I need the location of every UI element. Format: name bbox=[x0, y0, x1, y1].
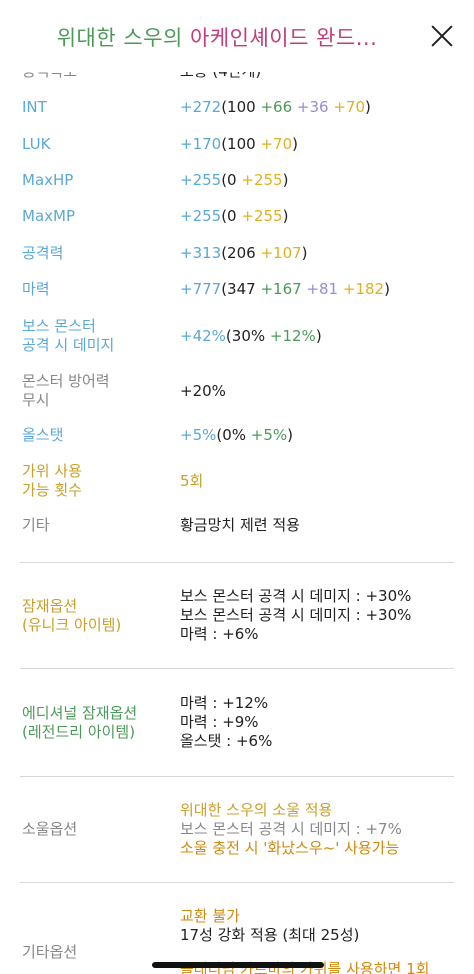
stat-starforce: +255 bbox=[241, 207, 283, 225]
stat-starforce: +70 bbox=[260, 135, 293, 153]
stat-total: +42% bbox=[180, 327, 226, 345]
stat-starforce: +182 bbox=[342, 280, 385, 298]
stat-close-paren: ) bbox=[315, 327, 322, 345]
stat-close-paren: ) bbox=[292, 135, 298, 153]
stat-value: +170(100 +70) bbox=[180, 135, 298, 153]
stat-close-paren: ) bbox=[365, 98, 371, 116]
stat-starforce: +107 bbox=[260, 244, 302, 262]
stat-value: +272(100 +66 +36 +70) bbox=[180, 98, 371, 116]
additional-line: 올스탯 : +6% bbox=[180, 732, 273, 750]
item-title-name: 아케인셰이드 완드... bbox=[190, 26, 378, 50]
soul-option: 보스 몬스터 공격 시 데미지 : +7% bbox=[180, 820, 402, 838]
stat-total: +777 bbox=[180, 280, 222, 298]
stat-flame: +12% bbox=[269, 327, 316, 345]
stat-value: +42%(30% +12%) bbox=[180, 327, 322, 345]
section-divider bbox=[20, 668, 454, 669]
item-title: 위대한 스우의 아케인셰이드 완드... bbox=[0, 22, 434, 52]
stat-starforce: +70 bbox=[333, 98, 365, 116]
etc-trade: 교환 불가 bbox=[180, 907, 240, 925]
section-divider bbox=[20, 562, 454, 563]
additional-label-line1: 에디셔널 잠재옵션 bbox=[22, 704, 138, 722]
stat-label: MaxMP bbox=[22, 207, 75, 225]
stat-close-paren: ) bbox=[384, 280, 390, 298]
stat-base: (0 bbox=[221, 171, 242, 189]
stat-value: +5%(0% +5%) bbox=[180, 426, 293, 444]
stat-total: +313 bbox=[180, 244, 222, 262]
stat-label-line2: 공격 시 데미지 bbox=[22, 336, 115, 354]
stat-total: +272 bbox=[180, 98, 222, 116]
potential-line: 보스 몬스터 공격 시 데미지 : +30% bbox=[180, 606, 412, 624]
stat-value: +20% bbox=[180, 382, 226, 400]
soul-skill: 소울 충전 시 '화났스우~' 사용가능 bbox=[180, 839, 400, 857]
item-title-prefix: 위대한 스우의 bbox=[56, 26, 190, 50]
potential-line: 보스 몬스터 공격 시 데미지 : +30% bbox=[180, 587, 412, 605]
stat-close-paren: ) bbox=[282, 207, 289, 225]
stat-total: +255 bbox=[180, 207, 222, 225]
stat-label-line2: 무시 bbox=[22, 391, 50, 409]
stat-base: (206 bbox=[221, 244, 261, 262]
soul-name: 위대한 스우의 소울 적용 bbox=[180, 801, 333, 819]
stat-close-paren: ) bbox=[287, 426, 294, 444]
etc-options-label: 기타옵션 bbox=[22, 943, 78, 961]
stat-base: (0 bbox=[221, 207, 242, 225]
stat-label-line1: 몬스터 방어력 bbox=[22, 372, 110, 390]
stat-close-paren: ) bbox=[282, 171, 289, 189]
additional-label-line2: (레전드리 아이템) bbox=[22, 723, 136, 741]
stat-label: 올스탯 bbox=[22, 426, 64, 444]
stat-value: 5회 bbox=[180, 472, 204, 490]
potential-line: 마력 : +6% bbox=[180, 625, 259, 643]
stat-label: 기타 bbox=[22, 516, 50, 534]
close-icon[interactable] bbox=[430, 24, 454, 48]
stat-flame: +167 bbox=[260, 280, 307, 298]
stat-label: 마력 bbox=[22, 280, 50, 298]
stat-base: (30% bbox=[225, 327, 270, 345]
stat-total: +5% bbox=[180, 426, 217, 444]
stat-value: 황금망치 제련 적용 bbox=[180, 516, 300, 534]
stat-value: +313(206 +107) bbox=[180, 244, 308, 262]
stat-label-line1: 가위 사용 bbox=[22, 462, 82, 480]
stat-flame: +66 bbox=[260, 98, 297, 116]
stat-total: +255 bbox=[180, 171, 222, 189]
stat-flame: +5% bbox=[250, 426, 288, 444]
stat-label: LUK bbox=[22, 135, 51, 153]
stat-label-line1: 보스 몬스터 bbox=[22, 317, 96, 335]
stat-base: (0% bbox=[216, 426, 251, 444]
stat-scroll: +81 bbox=[306, 280, 343, 298]
soul-label: 소울옵션 bbox=[22, 820, 78, 838]
potential-label-line1: 잠재옵션 bbox=[22, 597, 78, 615]
stat-label-line2: 가능 횟수 bbox=[22, 481, 82, 499]
modal-header: 위대한 스우의 아케인셰이드 완드... bbox=[0, 0, 474, 72]
potential-label-line2: (유니크 아이템) bbox=[22, 616, 122, 634]
stat-label: MaxHP bbox=[22, 171, 74, 189]
stat-label: INT bbox=[22, 98, 47, 116]
additional-line: 마력 : +9% bbox=[180, 713, 259, 731]
stat-label: 공격력 bbox=[22, 244, 64, 262]
home-indicator[interactable] bbox=[152, 962, 324, 968]
section-divider bbox=[20, 776, 454, 777]
stat-base: (100 bbox=[221, 135, 261, 153]
additional-line: 마력 : +12% bbox=[180, 694, 269, 712]
stat-close-paren: ) bbox=[301, 244, 308, 262]
stat-value: +255(0 +255) bbox=[180, 207, 288, 225]
stat-value: +255(0 +255) bbox=[180, 171, 288, 189]
stat-total: +170 bbox=[180, 135, 222, 153]
stat-base: (347 bbox=[221, 280, 261, 298]
section-divider bbox=[20, 882, 454, 883]
stat-starforce: +255 bbox=[241, 171, 283, 189]
stat-base: (100 bbox=[221, 98, 261, 116]
stat-value: +777(347 +167 +81 +182) bbox=[180, 280, 390, 298]
etc-starforce: 17성 강화 적용 (최대 25성) bbox=[180, 926, 360, 944]
stat-scroll: +36 bbox=[296, 98, 334, 116]
